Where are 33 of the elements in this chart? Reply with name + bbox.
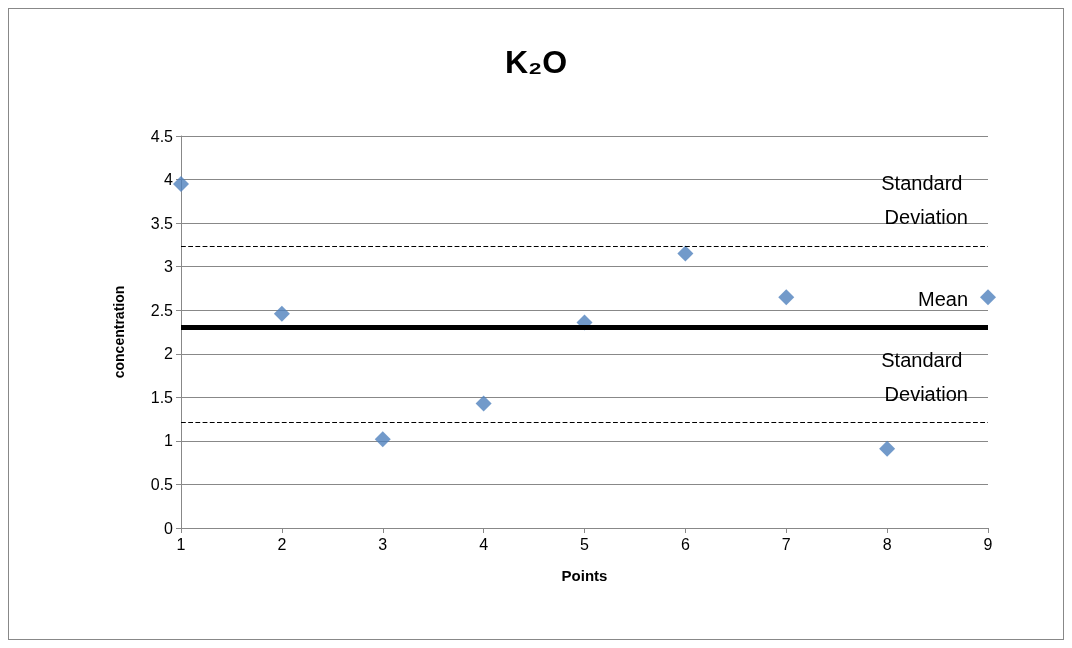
point xyxy=(475,395,492,412)
y-tick-label: 2 xyxy=(164,345,174,363)
x-tick-label: 4 xyxy=(479,535,489,553)
ref-line-label: Standard Deviation xyxy=(881,348,968,405)
chart-title: K₂O xyxy=(504,44,568,80)
point xyxy=(778,289,795,306)
y-tick-label: 4.5 xyxy=(150,127,174,145)
x-tick-label: 6 xyxy=(680,535,690,553)
y-tick-label: 4 xyxy=(164,171,174,189)
point xyxy=(879,440,896,457)
point xyxy=(374,431,391,448)
point xyxy=(273,305,290,322)
ref-line-label: Mean xyxy=(917,287,968,310)
y-tick-label: 1.5 xyxy=(150,388,174,406)
y-axis-title: concentration xyxy=(111,285,127,379)
y-tick-label: 2.5 xyxy=(150,301,174,319)
ref-line-label: Standard Deviation xyxy=(881,171,968,228)
x-tick-label: 7 xyxy=(781,535,791,553)
y-tick-label: 0.5 xyxy=(150,475,174,493)
x-tick-label: 5 xyxy=(580,535,590,553)
y-tick-label: 1 xyxy=(164,432,174,450)
x-tick-label: 8 xyxy=(882,535,892,553)
y-tick-label: 3 xyxy=(164,258,174,276)
y-tick-label: 0 xyxy=(164,519,174,537)
point xyxy=(173,175,189,192)
x-axis-title: Points xyxy=(561,567,608,584)
x-tick-label: 3 xyxy=(378,535,388,553)
x-tick-label: 1 xyxy=(176,535,186,553)
point xyxy=(980,289,996,306)
y-tick-label: 3.5 xyxy=(150,214,174,232)
x-tick-label: 2 xyxy=(277,535,287,553)
x-tick-label: 9 xyxy=(983,535,993,553)
point xyxy=(677,245,694,262)
